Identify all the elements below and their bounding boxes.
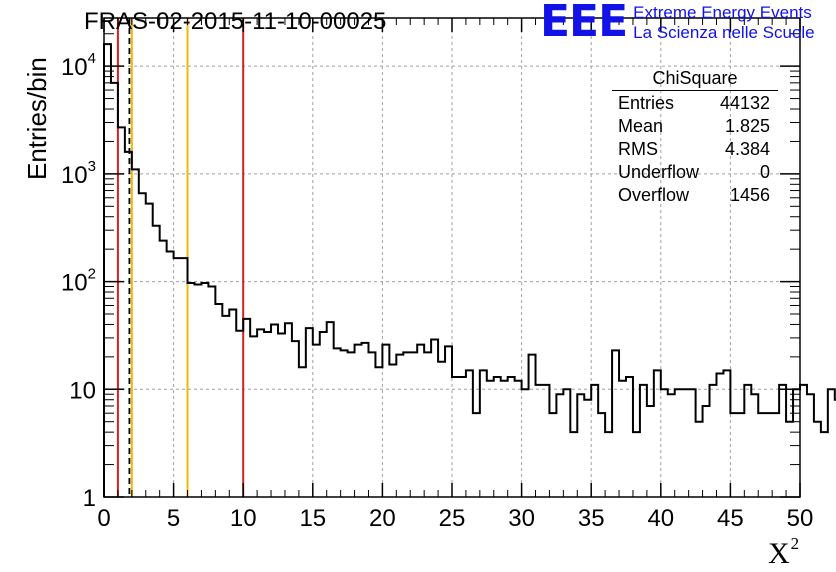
stats-value: 44132	[719, 93, 770, 113]
y-tick-label: 102	[61, 266, 96, 297]
stats-box-divider	[612, 90, 778, 91]
stats-label: Entries	[618, 93, 675, 113]
y-tick-label: 103	[61, 158, 96, 189]
stats-label: Mean	[618, 116, 664, 136]
y-axis-label: Entries/bin	[22, 57, 52, 180]
y-tick-labels: 1 10 102 103 104	[61, 50, 96, 512]
stats-label: RMS	[618, 139, 658, 159]
stats-value: 4.384	[724, 139, 770, 159]
x-tick-label: 20	[369, 505, 396, 532]
stats-row-mean: Mean 1.825	[612, 115, 778, 138]
x-tick-label: 50	[787, 505, 814, 532]
x-tick-label: 30	[508, 505, 535, 532]
x-tick-label: 10	[230, 505, 257, 532]
chart-title: FRAS-02-2015-11-10-00025	[84, 8, 387, 35]
x-tick-label: 15	[299, 505, 326, 532]
stats-value: 1456	[729, 185, 770, 205]
stats-row-entries: Entries 44132	[612, 92, 778, 115]
x-axis-label-superscript: 2	[791, 534, 800, 553]
stats-row-underflow: Underflow 0	[612, 161, 778, 184]
stats-row-overflow: Overflow 1456	[612, 184, 778, 207]
x-tick-label: 0	[97, 505, 110, 532]
x-axis-label-text: X	[768, 537, 790, 570]
stats-row-rms: RMS 4.384	[612, 138, 778, 161]
y-tick-label: 1	[83, 485, 96, 512]
x-tick-labels: 0 5 10 15 20 25 30 35 40 45 50	[97, 505, 813, 532]
stats-box-title: ChiSquare	[652, 68, 738, 88]
y-tick-label: 104	[61, 50, 96, 81]
stats-label: Overflow	[618, 185, 690, 205]
x-tick-label: 25	[439, 505, 466, 532]
x-tick-label: 45	[717, 505, 744, 532]
eee-logo-text: Extreme Energy Events La Scienza nelle S…	[633, 0, 814, 43]
stats-label: Underflow	[618, 162, 700, 182]
logo-line-2: La Scienza nelle Scuole	[633, 23, 815, 42]
x-axis-label: X2	[768, 534, 799, 570]
logo-line-1: Extreme Energy Events	[633, 3, 812, 22]
eee-logo-mark: EEE	[540, 0, 628, 47]
eee-logo: EEE Extreme Energy Events La Scienza nel…	[540, 0, 815, 44]
grid-lines	[104, 18, 800, 497]
stats-box: ChiSquare Entries 44132 Mean 1.825 RMS 4…	[612, 66, 778, 206]
axis-ticks	[103, 18, 801, 498]
stats-value: 0	[759, 162, 770, 182]
x-tick-label: 40	[647, 505, 674, 532]
x-tick-label: 35	[578, 505, 605, 532]
stats-value: 1.825	[724, 116, 770, 136]
x-tick-label: 5	[167, 505, 180, 532]
y-tick-label: 10	[69, 377, 96, 404]
